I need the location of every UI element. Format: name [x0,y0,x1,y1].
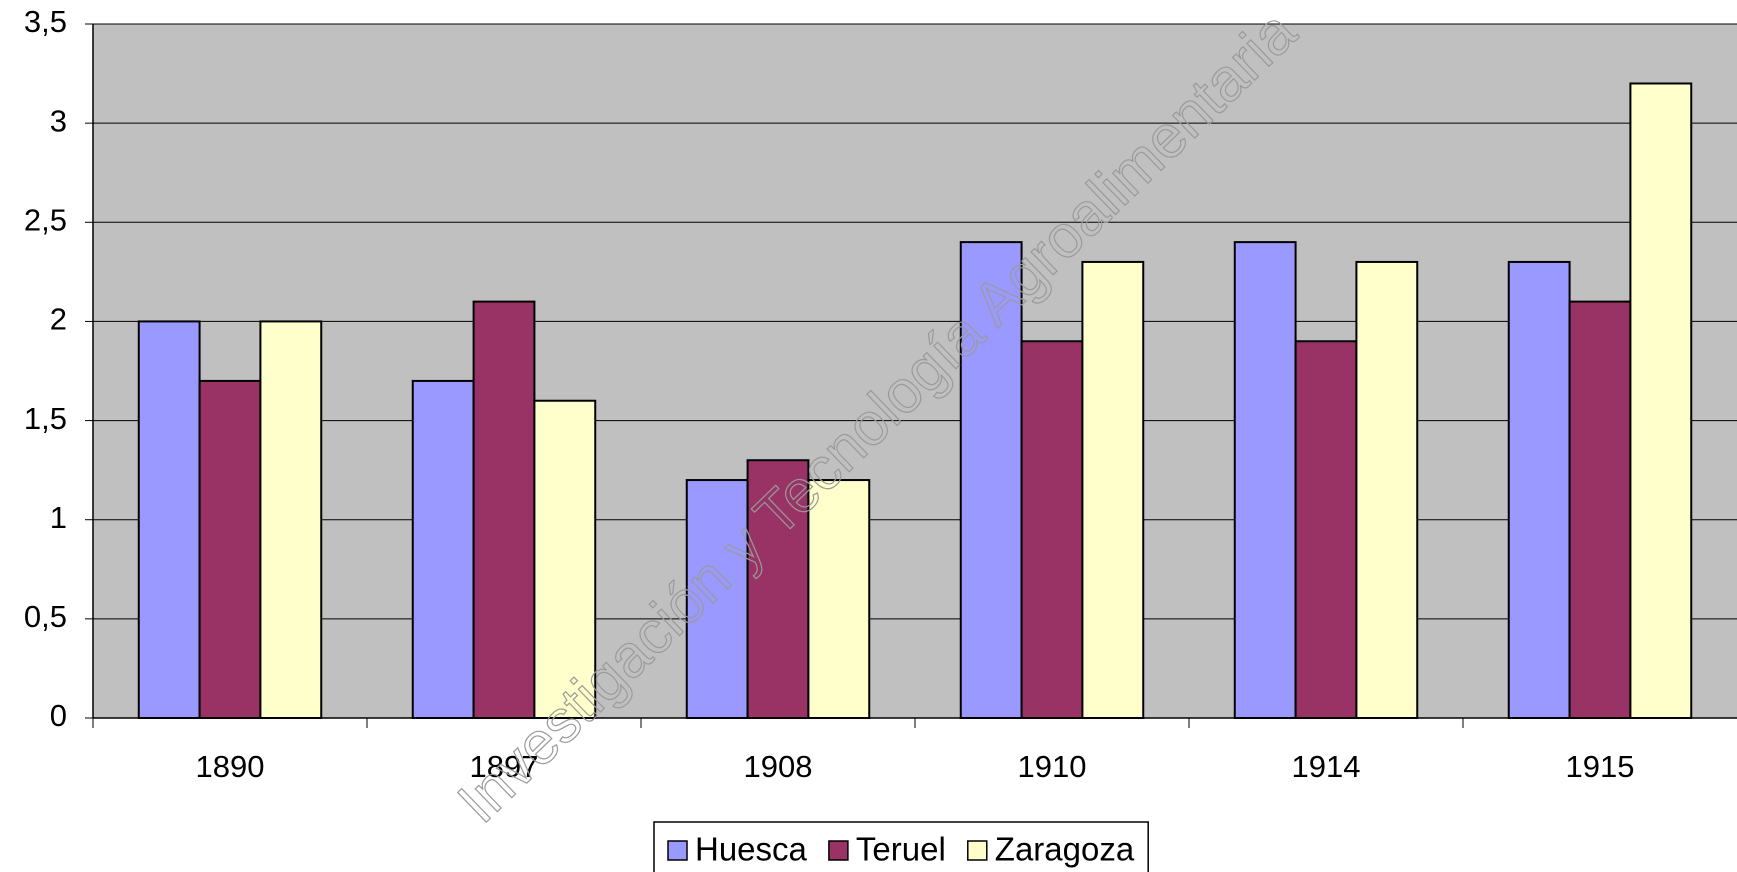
y-tick-label: 1,5 [24,401,67,436]
bar [1020,340,1084,719]
legend: Huesca Teruel Zaragoza [653,821,1149,872]
legend-label: Huesca [695,831,808,868]
bar [533,399,597,719]
bar [959,241,1023,719]
bar [198,379,262,719]
bar [1629,82,1693,719]
legend-label: Teruel [856,831,946,868]
y-tick-label: 0,5 [24,599,67,634]
bar [1568,300,1632,719]
bar [807,479,871,719]
bar [1355,260,1419,719]
x-tick-label: 1914 [1292,749,1361,784]
bar [1233,241,1297,719]
legend-label: Zaragoza [995,831,1135,868]
y-tick-label: 3 [50,103,67,138]
x-tick-label: 1910 [1018,749,1087,784]
bar [685,479,749,719]
legend-swatch [667,840,688,861]
y-tick-label: 2,5 [24,202,67,237]
x-tick-label: 1915 [1566,749,1635,784]
x-tick-label: 1908 [744,749,813,784]
bar [472,300,536,719]
y-tick-label: 0 [50,698,67,733]
legend-swatch [967,840,988,861]
y-tick-label: 3,5 [24,4,67,39]
bar [259,320,323,719]
bar [411,379,475,719]
legend-box [653,821,1149,872]
bar [137,320,201,719]
legend-swatch [828,840,849,861]
bar [1081,260,1145,719]
y-tick-label: 2 [50,302,67,337]
x-tick-label: 1890 [196,749,265,784]
bar [1507,260,1571,719]
x-tick-label: 1897 [470,749,539,784]
y-tick-label: 1 [50,500,67,535]
bar [1294,340,1358,719]
plot-area [93,24,1737,718]
